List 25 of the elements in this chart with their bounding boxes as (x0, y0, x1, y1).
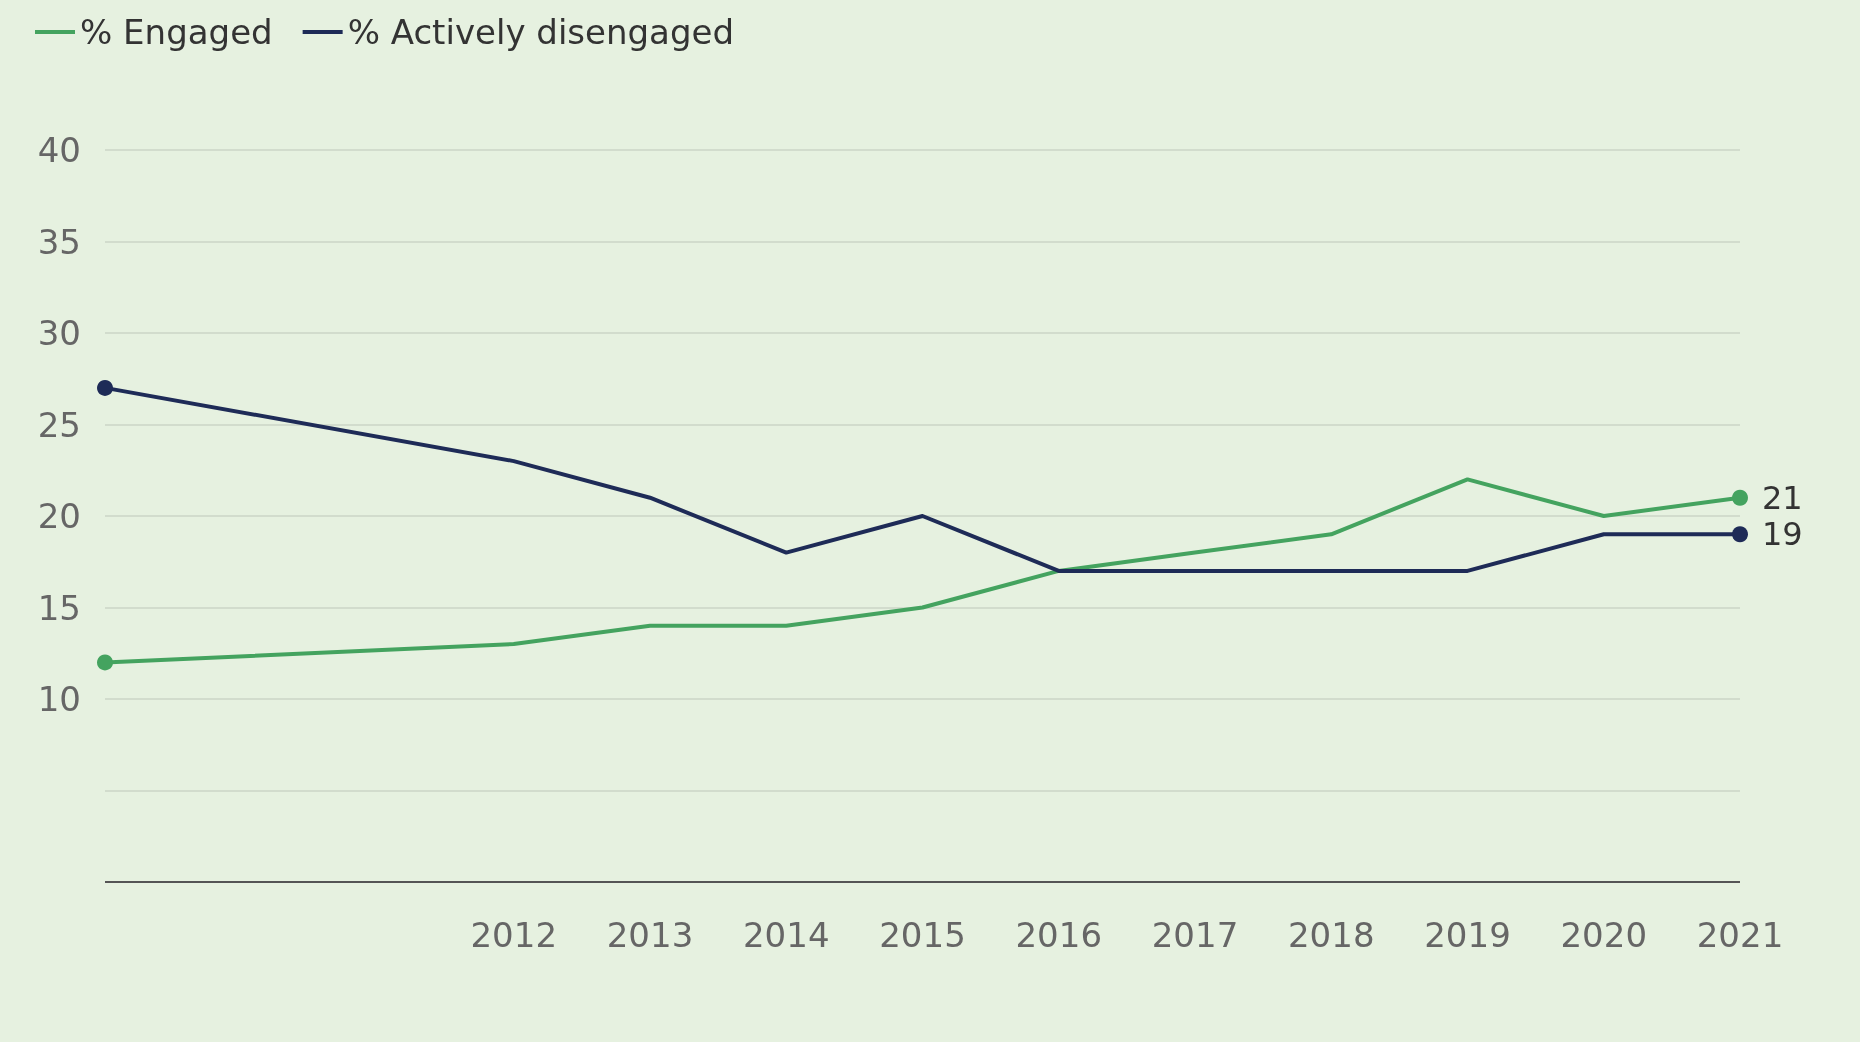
x-tick-label: 2017 (1151, 915, 1239, 955)
legend-label: % Actively disengaged (347, 12, 735, 52)
x-tick-label: 2020 (1560, 915, 1648, 955)
x-tick-label: 2015 (879, 915, 966, 955)
y-tick-label: 40 (37, 130, 81, 170)
legend-label: % Engaged (80, 12, 273, 52)
y-tick-label: 25 (37, 404, 81, 445)
point (1732, 526, 1748, 543)
data-label: 19 (1762, 515, 1803, 554)
y-tick-label: 30 (37, 313, 81, 353)
x-tick-label: 2016 (1015, 915, 1103, 955)
x-tick-label: 2018 (1287, 915, 1375, 955)
x-tick-label: 2019 (1424, 915, 1511, 955)
point (1732, 489, 1748, 506)
y-tick-label: 10 (37, 679, 81, 719)
x-tick-label: 2013 (606, 915, 694, 955)
point (97, 379, 113, 396)
y-tick-label: 20 (37, 496, 81, 536)
data-label: 21 (1762, 478, 1803, 517)
y-tick-label: 15 (37, 587, 81, 628)
x-tick-label: 2014 (742, 915, 830, 955)
point (97, 654, 113, 671)
x-tick-label: 2012 (470, 915, 558, 955)
x-tick-label: 2021 (1696, 915, 1784, 955)
y-tick-label: 35 (37, 221, 81, 262)
